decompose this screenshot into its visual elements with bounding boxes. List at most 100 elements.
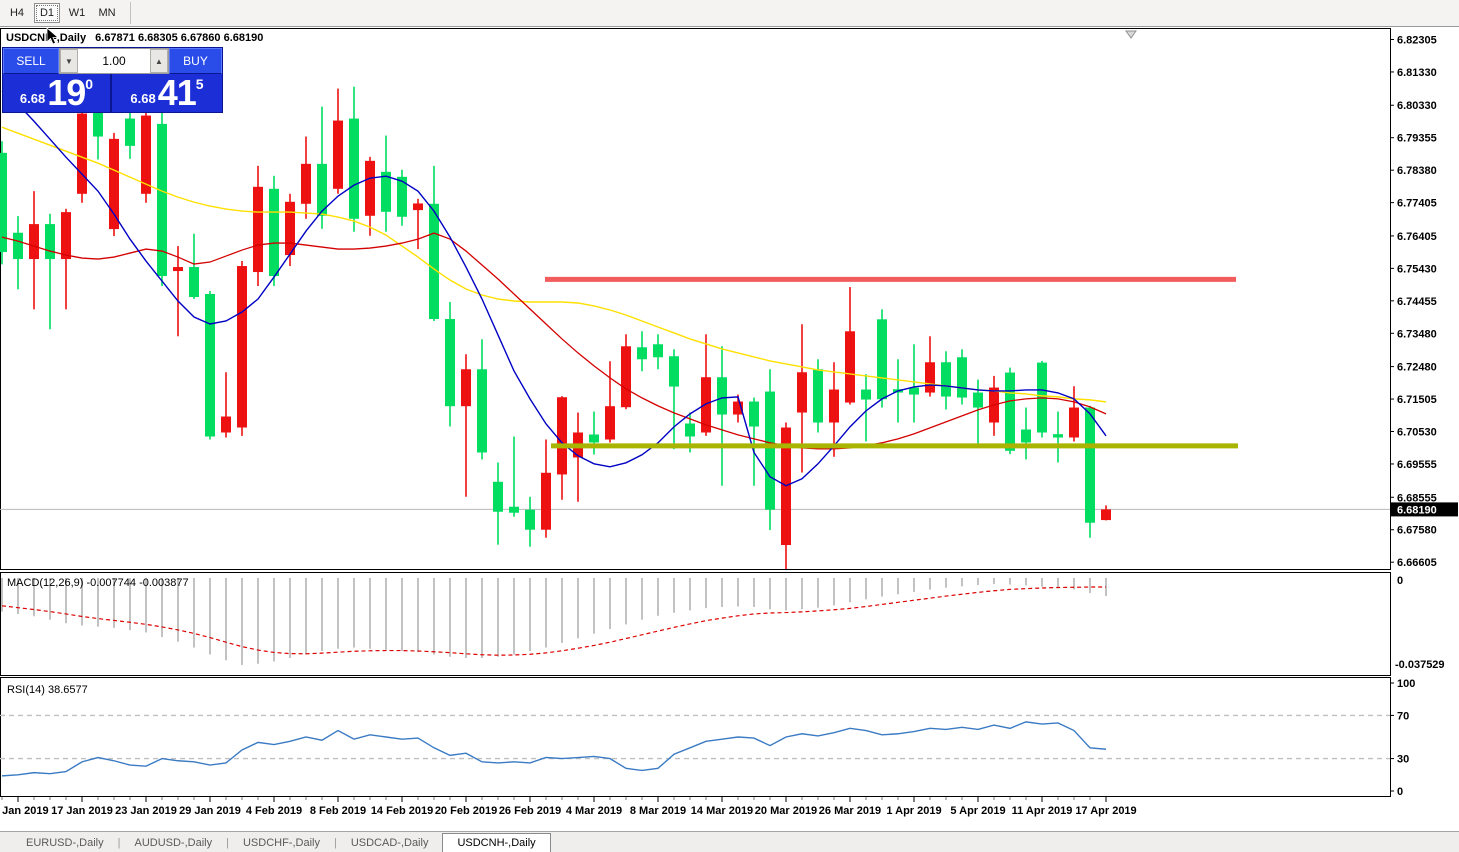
candlestick: [221, 416, 231, 433]
rsi-pane: [0, 677, 1391, 797]
macd-signal-line: [1, 586, 1107, 656]
price-axis-label: 6.77405: [1397, 198, 1437, 210]
price-axis-label: 6.71505: [1397, 394, 1437, 406]
tab-separator: |: [333, 837, 337, 849]
candlestick: [557, 397, 567, 475]
price-axis-label: 6.70530: [1397, 427, 1437, 439]
candlestick: [877, 319, 887, 400]
candlestick: [285, 201, 295, 256]
candlestick: [925, 362, 935, 393]
candlestick: [541, 472, 551, 530]
candlestick: [941, 362, 951, 397]
rsi-axis-label: 100: [1397, 678, 1415, 690]
price-axis-label: 6.72480: [1397, 362, 1437, 374]
rsi-line: [1, 721, 1107, 777]
date-axis-label: 26 Feb 2019: [499, 805, 561, 817]
timeframe-h4-button[interactable]: H4: [4, 3, 30, 23]
candlestick: [269, 188, 279, 277]
tab-usdcad-daily[interactable]: USDCAD-,Daily: [350, 837, 429, 849]
candlestick: [77, 113, 87, 194]
date-axis-label: 8 Feb 2019: [310, 805, 366, 817]
candlestick: [685, 423, 695, 437]
chart-symbol-period: USDCNH-,Daily: [6, 32, 87, 44]
candlestick: [333, 120, 343, 189]
buy-price-button[interactable]: 6.68 41 5: [112, 74, 222, 112]
candlestick: [173, 267, 183, 272]
candlestick: [349, 118, 359, 219]
candlestick: [1101, 509, 1111, 521]
date-axis-label: 26 Mar 2019: [819, 805, 881, 817]
sell-price-button[interactable]: 6.68 19 0: [3, 74, 112, 112]
mouse-cursor-icon: [46, 28, 60, 45]
candlestick: [829, 389, 839, 423]
timeframe-mn-button[interactable]: MN: [94, 3, 120, 23]
candlestick: [525, 509, 535, 530]
timeframe-toolbar: H4 D1 W1 MN: [0, 0, 1459, 27]
candlestick: [477, 369, 487, 453]
date-axis-label: 4 Mar 2019: [566, 805, 622, 817]
date-axis-label: 11 Apr 2019: [1012, 805, 1073, 817]
price-axis-label: 6.78380: [1397, 165, 1437, 177]
candlestick: [461, 369, 471, 407]
candlestick: [237, 266, 247, 428]
volume-stepper: ▼ 1.00 ▲: [59, 48, 169, 74]
chart-window: 6.82305 6.81330 6.80330 6.79355 6.78380 6.774…: [0, 28, 1459, 831]
chart-canvas[interactable]: 6.82305 6.81330 6.80330 6.79355 6.78380 6.774…: [0, 28, 1459, 831]
candlestick: [29, 224, 39, 260]
date-axis-label: 1 Apr 2019: [886, 805, 941, 817]
chart-shift-marker-icon: [1125, 30, 1137, 39]
candlestick: [0, 152, 7, 253]
candlestick: [109, 138, 119, 230]
buy-button[interactable]: BUY: [169, 48, 222, 74]
candlestick: [717, 377, 727, 415]
date-axis-label: 8 Mar 2019: [630, 805, 686, 817]
candlestick: [621, 346, 631, 408]
toolbar-separator: [130, 2, 131, 24]
chart-ohlc-values: 6.67871 6.68305 6.67860 6.68190: [95, 32, 264, 44]
date-axis-label: 17 Jan 2019: [51, 805, 113, 817]
candlestick: [957, 357, 967, 398]
current-price-value: 6.68190: [1397, 504, 1437, 516]
ma-yellow-line: [1, 126, 1107, 403]
volume-down-icon[interactable]: ▼: [60, 49, 78, 73]
tab-usdchf-daily[interactable]: USDCHF-,Daily: [242, 837, 320, 849]
candlestick: [157, 123, 167, 277]
candlestick: [141, 115, 151, 194]
candlestick: [397, 176, 407, 217]
price-axis-label: 6.82305: [1397, 34, 1437, 46]
buy-price-base: 6.68: [130, 91, 156, 106]
candlestick: [1085, 407, 1095, 523]
rsi-label: RSI(14) 38.6577: [7, 684, 88, 696]
current-price-tag: [1391, 502, 1458, 517]
candlestick: [253, 186, 263, 273]
chart-tab-bar: EURUSD-,Daily | AUDUSD-,Daily | USDCHF-,…: [0, 831, 1459, 852]
date-axis-label: 14 Feb 2019: [371, 805, 433, 817]
candlestick: [413, 203, 423, 211]
candlestick: [45, 224, 55, 260]
price-axis-label: 6.75430: [1397, 263, 1437, 275]
sell-price-base: 6.68: [19, 91, 46, 106]
candlestick: [973, 392, 983, 408]
price-axis-label: 6.79355: [1397, 133, 1437, 145]
date-axis-label: 4 Feb 2019: [246, 805, 302, 817]
candlestick: [653, 344, 663, 358]
price-axis-label: 6.74455: [1397, 296, 1437, 308]
candlestick: [493, 481, 503, 512]
tab-audusd-daily[interactable]: AUDUSD-,Daily: [134, 837, 213, 849]
sell-button[interactable]: SELL: [3, 48, 59, 74]
rsi-axis-label: 30: [1397, 754, 1409, 766]
tab-usdcnh-daily[interactable]: USDCNH-,Daily: [442, 833, 551, 852]
date-axis-label: 20 Feb 2019: [435, 805, 497, 817]
timeframe-d1-button[interactable]: D1: [34, 3, 60, 23]
buy-price-pips: 41: [157, 72, 197, 113]
candlestick: [765, 391, 775, 510]
date-axis-label: 20 Mar 2019: [755, 805, 817, 817]
price-axis-label: 6.73480: [1397, 328, 1437, 340]
timeframe-w1-button[interactable]: W1: [64, 3, 90, 23]
candlestick: [605, 406, 615, 440]
volume-input[interactable]: 1.00: [78, 49, 150, 73]
tab-eurusd-daily[interactable]: EURUSD-,Daily: [26, 837, 104, 849]
candlestick: [845, 331, 855, 403]
volume-up-icon[interactable]: ▲: [150, 49, 168, 73]
candlestick: [669, 356, 679, 387]
